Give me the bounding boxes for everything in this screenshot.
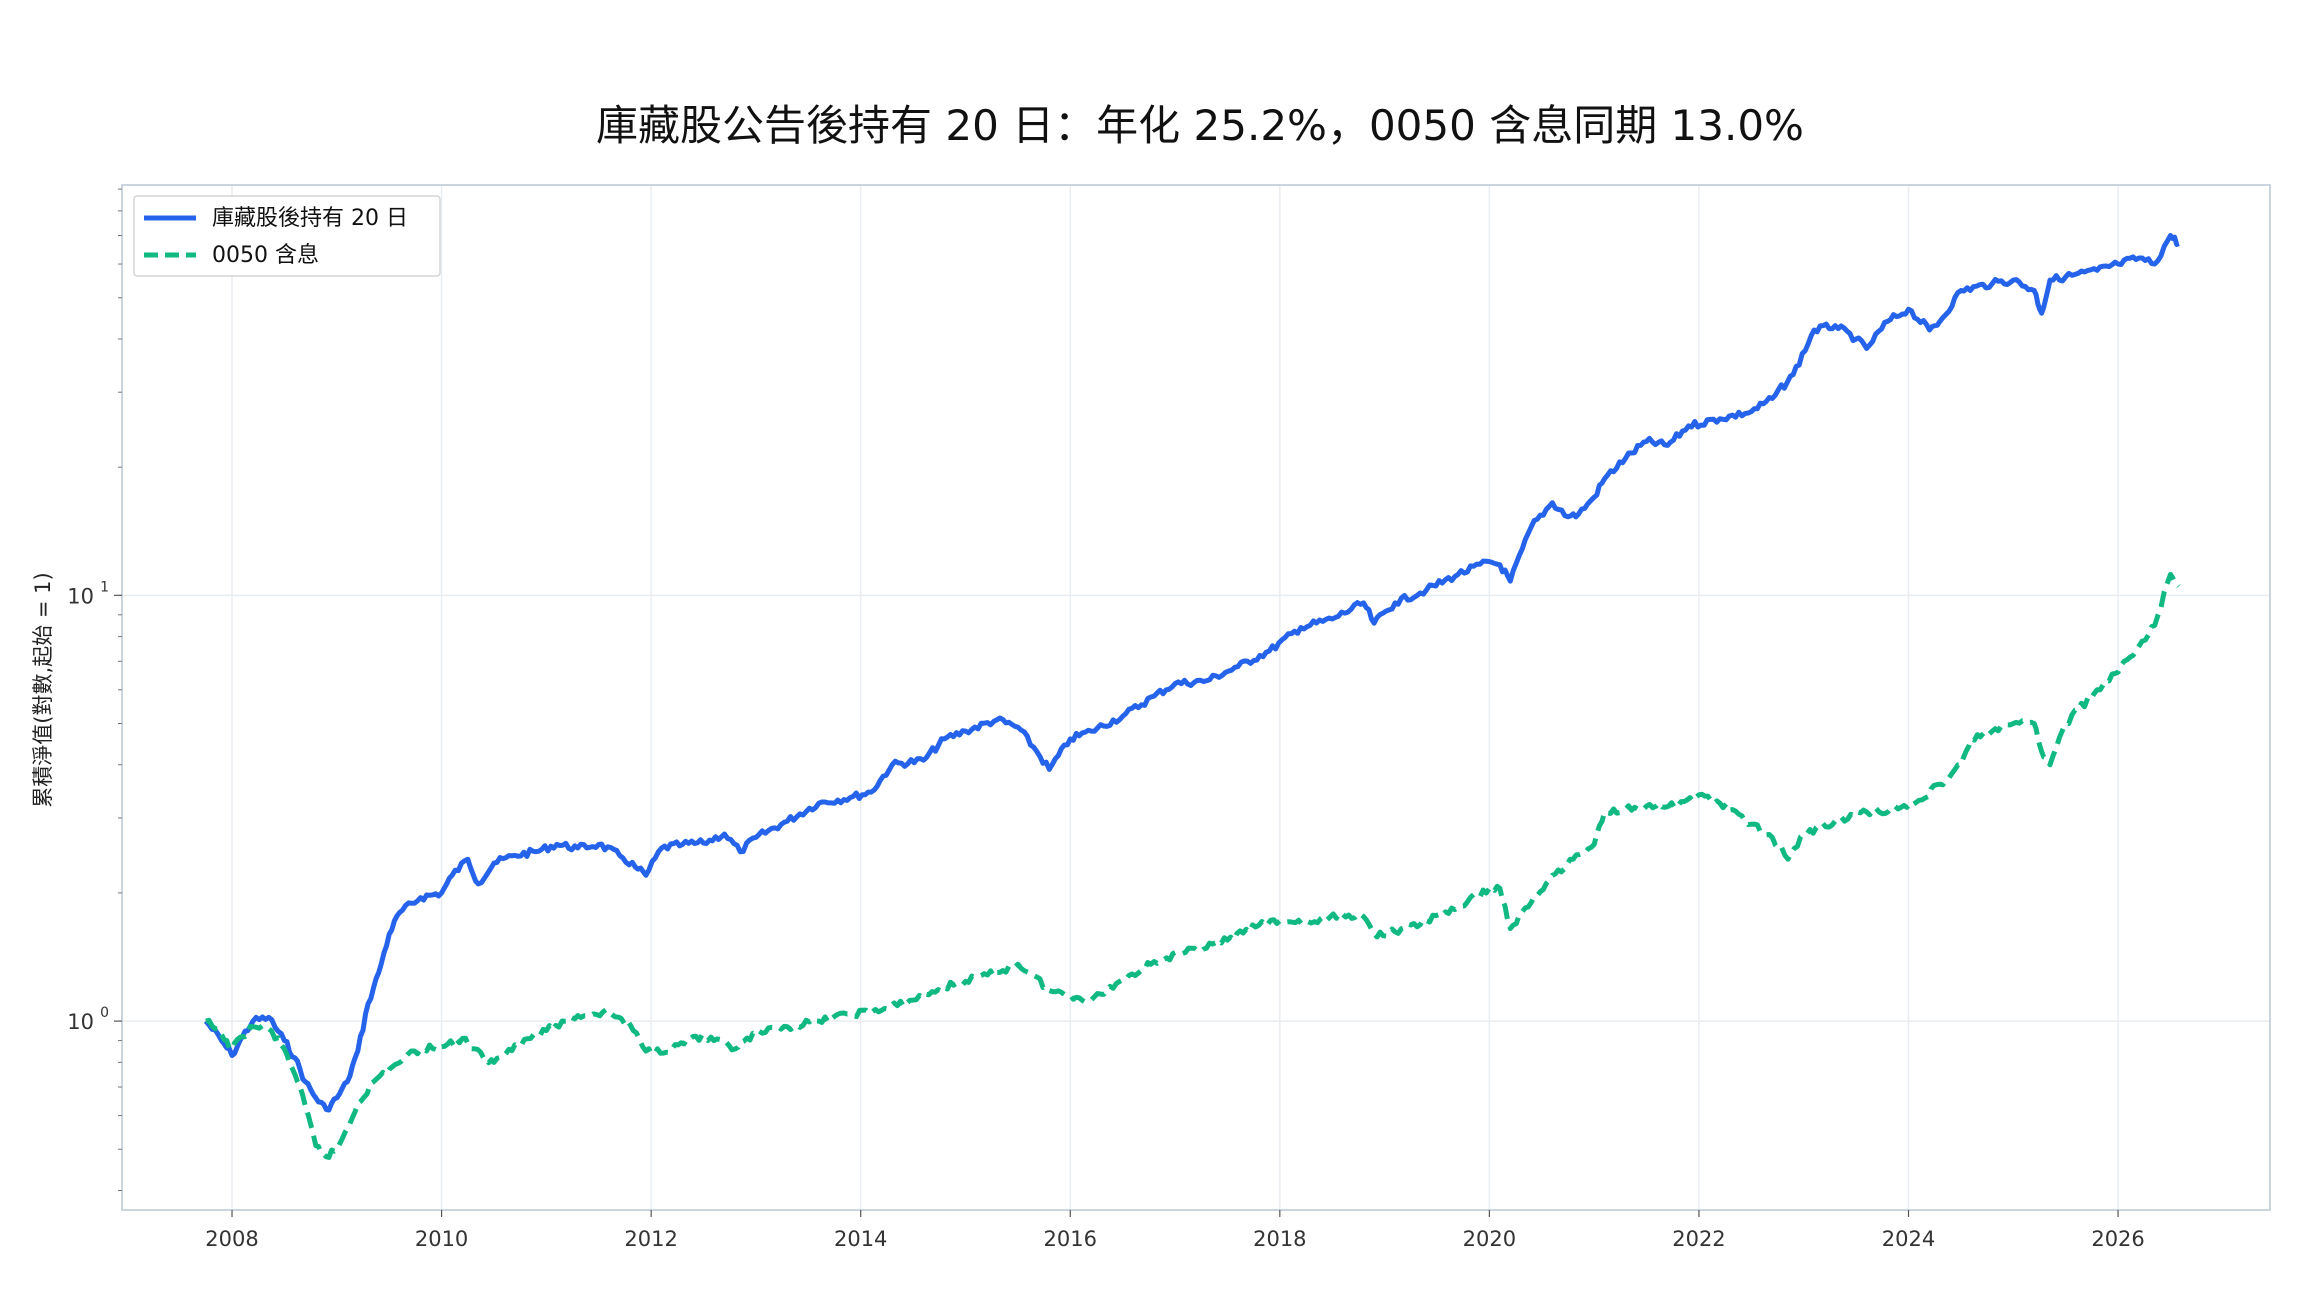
x-tick-label: 2016 (1044, 1227, 1097, 1251)
x-tick-label: 2018 (1253, 1227, 1306, 1251)
y-tick-exponent: 0 (100, 1005, 109, 1021)
y-minor-ticks (118, 188, 122, 1192)
plot-area (121, 184, 2271, 1211)
y-tick-exponent: 1 (100, 579, 109, 595)
legend-label-series-1: 庫藏股後持有 20 日 (212, 206, 408, 231)
y-axis: 10 0 10 1 (67, 579, 122, 1034)
chart-title: 庫藏股公告後持有 20 日：年化 25.2%，0050 含息同期 13.0% (596, 101, 1804, 150)
legend-box (133, 195, 441, 277)
y-tick-base: 10 (67, 1010, 94, 1034)
y-tick-base: 10 (67, 584, 94, 608)
legend: 庫藏股後持有 20 日 0050 含息 (133, 195, 441, 277)
y-axis-label: 累積淨值(對數,起始 = 1) (31, 572, 55, 807)
y-tick-label: 10 0 (67, 1005, 109, 1034)
series-lines (203, 233, 2181, 1160)
x-axis: 2008 2010 2012 2014 2016 2018 2020 2022 2024 2026 (205, 1210, 2145, 1251)
y-tick-label: 10 1 (67, 579, 109, 608)
x-tick-label: 2020 (1463, 1227, 1516, 1251)
series-line-1 (203, 233, 2180, 1113)
legend-label-series-2: 0050 含息 (212, 243, 319, 268)
x-tick-label: 2010 (415, 1227, 468, 1251)
x-tick-label: 2012 (624, 1227, 677, 1251)
gridlines (122, 185, 2270, 1210)
x-tick-label: 2008 (205, 1227, 258, 1251)
x-tick-label: 2014 (834, 1227, 887, 1251)
x-tick-label: 2024 (1882, 1227, 1935, 1251)
x-tick-label: 2026 (2091, 1227, 2144, 1251)
x-tick-label: 2022 (1672, 1227, 1725, 1251)
series-line-2 (205, 571, 2181, 1160)
